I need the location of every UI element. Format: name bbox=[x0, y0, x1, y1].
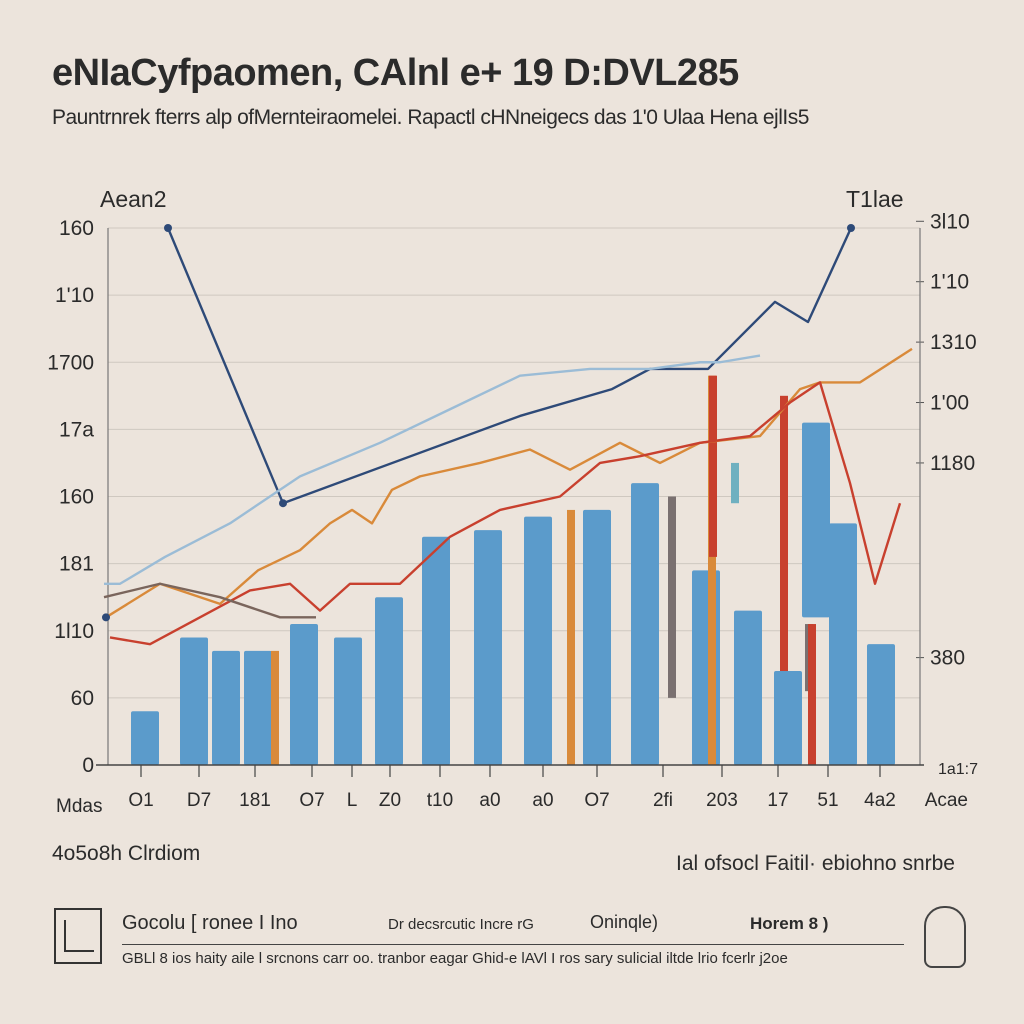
y-tick-label-left: 0 bbox=[82, 754, 94, 777]
y-tick-label-left: 1700 bbox=[47, 351, 94, 374]
x-axis-title: Mdas bbox=[56, 796, 102, 817]
chart-footer: Gocolu [ ronee I Ino Dr decsrcutic Incre… bbox=[52, 904, 972, 972]
series-line bbox=[105, 347, 913, 619]
y-tick-label-right: 1'10 bbox=[930, 271, 969, 294]
chart-subtitle: Pauntrnrek fterrs alp ofMernteiraomelei.… bbox=[52, 106, 809, 129]
x-tick-label: L bbox=[347, 790, 358, 811]
bar bbox=[422, 536, 450, 765]
x-tick-label: 203 bbox=[706, 790, 738, 811]
x-tick-label: Z0 bbox=[379, 790, 401, 811]
bar bbox=[212, 650, 240, 765]
bar bbox=[802, 422, 830, 618]
x-tick-label: O7 bbox=[584, 790, 609, 811]
series-line bbox=[104, 354, 761, 585]
series-line bbox=[103, 582, 316, 619]
spike-bar bbox=[668, 496, 676, 698]
note-right: Ial ofsocl Faitil· ebiohno snrbe bbox=[676, 852, 955, 875]
y-tick-label-left: 60 bbox=[71, 687, 94, 710]
footer-legend-line: GBLl 8 ios haity aile l srcnons carr oo.… bbox=[122, 950, 788, 967]
spike-bar bbox=[780, 395, 788, 672]
footer-item-2: Dr decsrcutic Incre rG bbox=[388, 916, 534, 933]
x-tick-label: t10 bbox=[427, 790, 453, 811]
x-tick-label: 51 bbox=[817, 790, 838, 811]
bar bbox=[631, 483, 659, 765]
spike-bar bbox=[808, 624, 816, 765]
spike-bar bbox=[271, 650, 279, 765]
bar bbox=[131, 711, 159, 765]
y-axis-title-left: Aean2 bbox=[100, 186, 167, 212]
x-tick-label: D7 bbox=[187, 790, 211, 811]
y-tick-label-left: 17a bbox=[59, 418, 94, 441]
series-line bbox=[109, 381, 902, 646]
footer-item-3: Oninqle) bbox=[590, 912, 659, 932]
y-tick-label-right: 1180 bbox=[930, 452, 975, 475]
spike-bar bbox=[708, 375, 716, 765]
series-line bbox=[166, 227, 853, 505]
data-point bbox=[164, 224, 172, 232]
x-tick-label: O7 bbox=[299, 790, 324, 811]
y-tick-label-right: 3l10 bbox=[930, 210, 970, 233]
footer-item-4: Horem 8 ) bbox=[750, 914, 829, 933]
y-tick-label-left: 181 bbox=[59, 553, 94, 576]
bar bbox=[524, 516, 552, 765]
x-tick-label: 181 bbox=[239, 790, 271, 811]
bar bbox=[829, 523, 857, 765]
footer-divider bbox=[122, 944, 904, 945]
bar bbox=[180, 637, 208, 765]
bar bbox=[375, 597, 403, 765]
bag-icon bbox=[924, 906, 966, 968]
corner-label: 1a1:7 bbox=[938, 761, 978, 778]
bar bbox=[290, 624, 318, 765]
bar bbox=[474, 530, 502, 765]
x-tick-label: 4a2 bbox=[864, 790, 896, 811]
y-tick-label-left: 1l10 bbox=[54, 620, 94, 643]
y-tick-label-left: 160 bbox=[59, 217, 94, 240]
chart-title: eNIaCyfpaomen, CAlnl e+ 19 D:DVL285 bbox=[52, 52, 739, 94]
y-tick-label-left: 160 bbox=[59, 486, 94, 509]
y-tick-label-right: 1310 bbox=[930, 331, 977, 354]
x-tick-label: 17 bbox=[767, 790, 788, 811]
bar bbox=[583, 509, 611, 765]
x-axis-end-label: Acae bbox=[925, 790, 968, 811]
x-tick-label: 2fi bbox=[653, 790, 673, 811]
note-left: 4o5o8h Clrdiom bbox=[52, 842, 201, 865]
x-tick-label: a0 bbox=[532, 790, 553, 811]
bar bbox=[334, 637, 362, 765]
data-point bbox=[279, 499, 287, 508]
bar bbox=[774, 671, 802, 765]
footer-item-1: Gocolu [ ronee I Ino bbox=[122, 912, 298, 934]
x-tick-label: a0 bbox=[479, 790, 500, 811]
data-point bbox=[102, 613, 110, 622]
y-tick-label-right: 1'00 bbox=[930, 392, 969, 415]
spike-bar bbox=[731, 462, 739, 504]
spike-bar bbox=[567, 509, 575, 765]
bar bbox=[734, 610, 762, 765]
y-tick-label-right: 380 bbox=[930, 647, 965, 670]
y-tick-label-left: 1'10 bbox=[55, 284, 94, 307]
bar bbox=[244, 650, 272, 765]
y-axis-title-right: T1lae bbox=[846, 186, 904, 212]
spike-bar bbox=[709, 375, 717, 557]
bar bbox=[867, 644, 895, 765]
data-point bbox=[847, 224, 855, 232]
x-tick-label: O1 bbox=[128, 790, 153, 811]
chart-thumbnail-icon bbox=[54, 908, 102, 964]
